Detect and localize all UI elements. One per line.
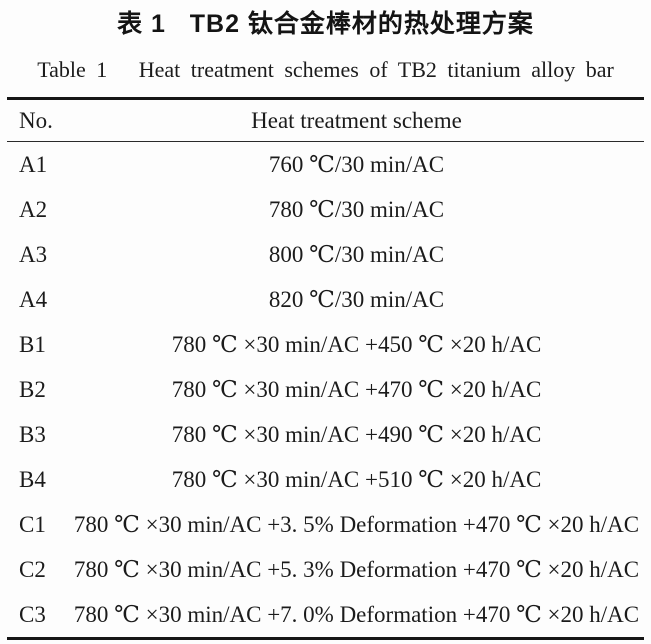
table-row: A2 780 ℃/30 min/AC	[7, 187, 644, 232]
row-no: A2	[19, 196, 48, 222]
table-row: A3 800 ℃/30 min/AC	[7, 232, 644, 277]
heat-treatment-table: No. Heat treatment scheme A1 760 ℃/30 min…	[7, 97, 644, 640]
table-caption-chinese: 表 1 TB2 钛合金棒材的热处理方案	[117, 10, 534, 38]
row-no: C2	[19, 556, 46, 582]
row-no: B1	[19, 331, 46, 357]
table-row: B2 780 ℃ ×30 min/AC +470 ℃ ×20 h/AC	[7, 367, 644, 412]
row-no: B2	[19, 376, 46, 402]
row-no: A4	[19, 286, 48, 312]
table-row: A1 760 ℃/30 min/AC	[7, 142, 644, 187]
table-row: B1 780 ℃ ×30 min/AC +450 ℃ ×20 h/AC	[7, 322, 644, 367]
row-scheme: 780 ℃ ×30 min/AC +7. 0% Deformation +470…	[73, 601, 640, 627]
table-row: B3 780 ℃ ×30 min/AC +490 ℃ ×20 h/AC	[7, 412, 644, 457]
table-row: C2 780 ℃ ×30 min/AC +5. 3% Deformation +4…	[7, 547, 644, 592]
row-scheme: 780 ℃ ×30 min/AC +510 ℃ ×20 h/AC	[171, 466, 542, 492]
row-scheme: 780 ℃ ×30 min/AC +450 ℃ ×20 h/AC	[171, 331, 542, 357]
row-scheme: 780 ℃/30 min/AC	[268, 196, 445, 222]
row-no: B4	[19, 466, 46, 492]
row-scheme: 760 ℃/30 min/AC	[268, 151, 445, 177]
table-body: A1 760 ℃/30 min/AC A2 780 ℃/30 min/AC A3 800 …	[7, 142, 644, 637]
row-scheme: 780 ℃ ×30 min/AC +490 ℃ ×20 h/AC	[171, 421, 542, 447]
table-header-row: No. Heat treatment scheme	[7, 100, 644, 142]
row-no: A3	[19, 241, 48, 267]
row-no: C3	[19, 601, 46, 627]
table-caption-english: Table 1 Heat treatment schemes of TB2 ti…	[37, 57, 614, 82]
table-row: C1 780 ℃ ×30 min/AC +3. 5% Deformation +4…	[7, 502, 644, 547]
table-row: B4 780 ℃ ×30 min/AC +510 ℃ ×20 h/AC	[7, 457, 644, 502]
table-row: C3 780 ℃ ×30 min/AC +7. 0% Deformation +4…	[7, 592, 644, 637]
row-scheme: 780 ℃ ×30 min/AC +470 ℃ ×20 h/AC	[171, 376, 542, 402]
row-scheme: 820 ℃/30 min/AC	[268, 286, 445, 312]
column-header-no: No.	[19, 107, 53, 133]
row-scheme: 780 ℃ ×30 min/AC +5. 3% Deformation +470…	[73, 556, 640, 582]
row-no: A1	[19, 151, 48, 177]
row-scheme: 780 ℃ ×30 min/AC +3. 5% Deformation +470…	[73, 511, 640, 537]
row-scheme: 800 ℃/30 min/AC	[268, 241, 445, 267]
row-no: B3	[19, 421, 46, 447]
row-no: C1	[19, 511, 46, 537]
table-row: A4 820 ℃/30 min/AC	[7, 277, 644, 322]
column-header-scheme: Heat treatment scheme	[251, 107, 462, 133]
